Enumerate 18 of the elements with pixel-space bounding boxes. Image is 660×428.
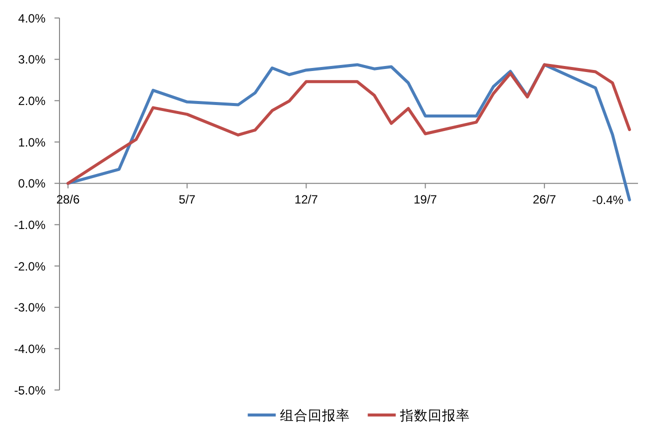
- x-tick-label: 5/7: [178, 192, 196, 206]
- y-tick-label: 2.0%: [18, 94, 46, 108]
- legend-label: 指数回报率: [398, 408, 470, 424]
- x-tick-label: 12/7: [294, 192, 318, 206]
- y-tick-label: 4.0%: [18, 11, 46, 26]
- y-tick-label: -3.0%: [14, 300, 46, 315]
- y-tick-label: -5.0%: [14, 383, 46, 398]
- data-label: -0.4%: [592, 193, 624, 208]
- x-tick-label: 19/7: [414, 192, 438, 206]
- y-tick-label: 1.0%: [18, 135, 46, 150]
- x-tick-label: 28/6: [56, 192, 80, 206]
- y-tick-label: -2.0%: [14, 259, 46, 274]
- y-tick-label: -1.0%: [14, 218, 46, 232]
- x-tick-label: 26/7: [532, 192, 556, 206]
- y-tick-label: -4.0%: [14, 342, 46, 356]
- y-tick-label: 0.0%: [18, 176, 46, 191]
- legend-label: 组合回报率: [280, 408, 350, 424]
- y-tick-label: 3.0%: [18, 52, 46, 67]
